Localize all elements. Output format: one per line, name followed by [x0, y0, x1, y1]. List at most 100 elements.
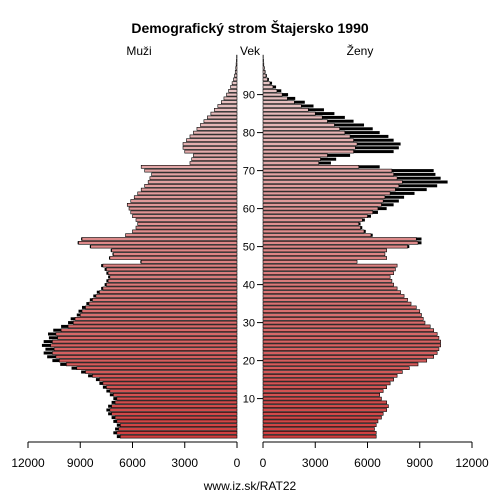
female-excess-age-76: [355, 146, 399, 150]
female-x-tick-label-0: 0: [260, 456, 267, 470]
male-bar-age-2: [118, 427, 238, 431]
male-excess-age-44: [104, 267, 107, 271]
male-bar-age-27: [55, 332, 238, 336]
female-bar-age-88: [262, 100, 295, 104]
female-bar-age-24: [262, 343, 441, 348]
male-bar-age-55: [135, 225, 238, 230]
female-excess-age-87: [301, 104, 314, 108]
male-bar-age-68: [149, 176, 238, 180]
male-bar-age-16: [92, 373, 238, 378]
female-bar-age-14: [262, 381, 391, 386]
male-bar-age-33: [81, 309, 238, 314]
female-bar-age-17: [262, 370, 403, 374]
female-excess-age-60: [377, 207, 387, 211]
male-bar-age-18: [76, 366, 238, 371]
male-excess-age-37: [93, 294, 96, 298]
male-excess-age-33: [78, 309, 82, 313]
female-excess-age-56: [358, 222, 361, 226]
female-bar-age-23: [262, 347, 440, 352]
female-bar-age-15: [262, 377, 394, 382]
female-bar-age-57: [262, 218, 363, 222]
male-excess-age-34: [81, 305, 86, 309]
source-caption: www.iz.sk/RAT22: [203, 479, 297, 493]
female-bar-age-59: [262, 210, 374, 215]
male-excess-age-19: [60, 362, 67, 366]
female-excess-age-69: [393, 172, 436, 176]
male-bar-age-60: [128, 206, 238, 211]
female-bar-age-87: [262, 104, 302, 108]
male-bar-age-20: [59, 358, 238, 363]
female-bar-age-26: [262, 335, 440, 340]
female-x-tick-label-12000: 12000: [455, 456, 489, 470]
male-bar-age-64: [137, 191, 238, 196]
male-bar-age-70: [144, 168, 238, 173]
male-bar-age-4: [116, 419, 238, 424]
pyramid-bars: [41, 54, 448, 439]
female-bar-age-96: [262, 70, 266, 74]
male-bar-age-41: [107, 278, 238, 283]
male-bar-age-81: [196, 127, 238, 131]
male-x-tick-label-3000: 3000: [171, 456, 198, 470]
male-excess-age-48: [112, 252, 114, 256]
age-tick-label-40: 40: [243, 280, 255, 292]
female-excess-age-91: [276, 89, 282, 93]
male-bar-age-30: [72, 320, 238, 325]
female-x-tick-label-9000: 9000: [406, 456, 433, 470]
male-excess-age-7: [106, 408, 110, 412]
female-bar-age-86: [262, 108, 309, 112]
female-excess-age-50: [407, 245, 410, 249]
female-x-tick-label-3000: 3000: [302, 456, 329, 470]
male-excess-age-28: [53, 328, 62, 332]
male-excess-age-29: [61, 324, 69, 328]
chart-title: Demografický strom Štajersko 1990: [131, 19, 369, 36]
male-bar-age-85: [210, 111, 238, 116]
male-excess-age-11: [109, 393, 114, 397]
male-excess-age-26: [48, 336, 58, 340]
male-bar-age-15: [99, 377, 238, 382]
male-bar-age-96: [234, 70, 238, 74]
male-bar-age-6: [111, 411, 238, 416]
male-excess-age-10: [113, 397, 117, 401]
female-excess-age-82: [334, 123, 365, 127]
male-bar-age-36: [92, 297, 238, 302]
female-bar-age-7: [262, 408, 387, 412]
male-bar-age-72: [189, 161, 238, 165]
male-bar-age-13: [106, 385, 238, 390]
female-bar-age-5: [262, 415, 382, 420]
female-bar-age-48: [262, 252, 386, 256]
female-bar-age-25: [262, 339, 441, 344]
age-tick-label-20: 20: [243, 356, 255, 368]
female-bar-age-76: [262, 146, 356, 150]
male-bar-age-56: [137, 222, 238, 226]
male-bar-age-9: [114, 400, 238, 405]
female-excess-age-53: [370, 233, 373, 237]
female-excess-age-55: [360, 226, 363, 230]
female-bar-age-66: [262, 184, 400, 188]
male-bar-age-38: [99, 290, 238, 295]
female-label: Ženy: [347, 43, 374, 58]
female-bar-age-13: [262, 385, 387, 390]
male-bar-age-86: [214, 108, 238, 112]
male-excess-age-1: [113, 431, 117, 435]
female-bar-age-6: [262, 411, 384, 416]
male-bar-age-90: [226, 92, 238, 97]
male-bar-age-92: [230, 85, 238, 89]
male-bar-age-8: [111, 404, 238, 409]
female-bar-age-22: [262, 351, 438, 355]
female-bar-age-69: [262, 172, 394, 177]
female-bar-age-43: [262, 271, 394, 276]
female-bar-age-61: [262, 203, 382, 207]
male-bar-age-77: [182, 142, 238, 146]
female-bar-age-9: [262, 400, 387, 405]
male-bar-age-10: [116, 396, 238, 401]
male-bar-age-52: [81, 237, 238, 241]
female-excess-age-95: [265, 74, 267, 78]
male-excess-age-41: [106, 279, 109, 283]
male-bar-age-48: [113, 252, 238, 256]
male-bar-age-35: [88, 301, 238, 306]
male-bar-age-1: [116, 430, 238, 435]
female-bar-age-95: [262, 73, 267, 78]
female-excess-age-75: [353, 150, 394, 154]
male-bar-age-45: [102, 263, 238, 268]
male-bar-age-94: [233, 77, 238, 82]
